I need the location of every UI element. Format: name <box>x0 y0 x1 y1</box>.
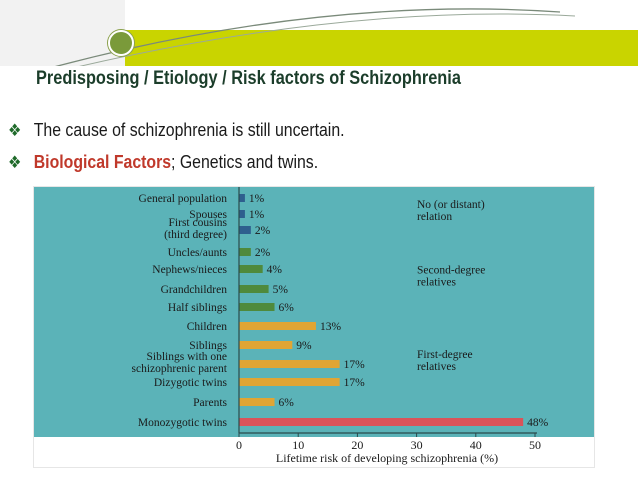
bar-value-label-8: 9% <box>296 340 312 352</box>
bar-value-label-1: 1% <box>249 209 265 221</box>
category-label-12: Monozygotic twins <box>138 417 228 429</box>
category-label-11: Parents <box>193 397 227 409</box>
logo-seal-icon <box>108 30 134 56</box>
bar-value-label-11: 6% <box>279 397 295 409</box>
category-label-7: Children <box>187 321 227 333</box>
bullet-1-text: The cause of schizophrenia is still unce… <box>33 120 345 140</box>
bar-9 <box>239 360 340 368</box>
category-label-9: Siblings with one schizophrenic parent <box>132 351 228 375</box>
bullet-item-2: ❖ Biological Factors; Genetics and twins. <box>8 152 318 173</box>
bar-10 <box>239 378 340 386</box>
bar-12 <box>239 418 524 426</box>
diamond-bullet-icon: ❖ <box>8 153 22 172</box>
chart-plot-background <box>34 187 594 437</box>
bar-value-label-12: 48% <box>527 417 549 429</box>
bar-value-label-3: 2% <box>255 247 271 259</box>
category-label-8: Siblings <box>189 340 227 352</box>
bar-1 <box>239 210 245 218</box>
bar-value-label-6: 6% <box>279 302 295 314</box>
x-axis-title: Lifetime risk of developing schizophreni… <box>276 451 498 465</box>
bar-8 <box>239 341 293 349</box>
category-label-3: Uncles/aunts <box>168 247 228 259</box>
bar-4 <box>239 265 263 273</box>
x-tick-label-1: 10 <box>292 438 304 452</box>
category-label-2: First cousins (third degree) <box>164 217 227 241</box>
group-label-0: No (or distant) relation <box>417 199 485 223</box>
bullet-2-highlight: Biological Factors <box>33 152 172 172</box>
bar-value-label-7: 13% <box>320 321 342 333</box>
x-tick-label-5: 50 <box>529 438 541 452</box>
bar-value-label-2: 2% <box>255 225 271 237</box>
bar-value-label-4: 4% <box>267 264 283 276</box>
header-swoosh-decoration <box>55 8 576 66</box>
risk-chart-panel: General population Spouses First cousins (t… <box>33 186 595 468</box>
bar-6 <box>239 303 275 311</box>
bar-11 <box>239 398 275 406</box>
x-tick-label-0: 0 <box>236 438 242 452</box>
x-tick-label-4: 40 <box>470 438 482 452</box>
page-title: Predisposing / Etiology / Risk factors o… <box>36 68 461 89</box>
group-label-1: Second-degree relatives <box>417 265 485 289</box>
category-label-4: Nephews/nieces <box>152 264 227 276</box>
category-label-10: Dizygotic twins <box>154 377 228 389</box>
bar-0 <box>239 194 245 202</box>
bullet-item-1: ❖ The cause of schizophrenia is still unc… <box>8 120 345 141</box>
bar-value-label-0: 1% <box>249 193 265 205</box>
bar-7 <box>239 322 316 330</box>
x-tick-label-3: 30 <box>411 438 423 452</box>
bullet-2-text: ; Genetics and twins. <box>171 152 319 172</box>
bar-value-label-9: 17% <box>344 359 366 371</box>
bar-2 <box>239 226 251 234</box>
header-accent-band <box>125 30 638 66</box>
diamond-bullet-icon: ❖ <box>8 121 22 140</box>
category-label-0: General population <box>139 193 228 205</box>
category-label-5: Grandchildren <box>161 284 228 296</box>
category-label-6: Half siblings <box>168 302 228 314</box>
x-tick-label-2: 20 <box>351 438 363 452</box>
bar-value-label-5: 5% <box>273 284 289 296</box>
bar-value-label-10: 17% <box>344 377 366 389</box>
bar-5 <box>239 285 269 293</box>
category-label-1: Spouses <box>189 209 227 221</box>
bar-3 <box>239 248 251 256</box>
group-label-2: First-degree relatives <box>417 349 473 373</box>
